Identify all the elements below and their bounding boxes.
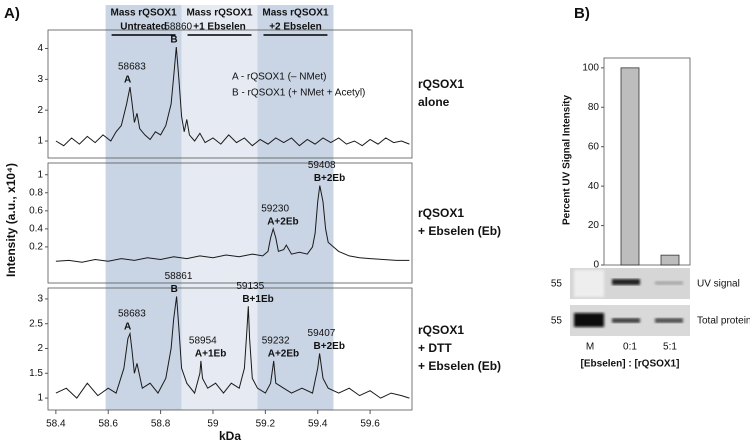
x-tick-label: 58.8	[151, 419, 171, 430]
note: B - rQSOX1 (+ NMet + Acetyl)	[232, 88, 365, 99]
y-tick-label: 1	[37, 136, 43, 147]
peak-mass: 58861	[165, 271, 193, 282]
y-tick-label: 1.5	[29, 368, 43, 379]
lane-label: 5:1	[663, 342, 677, 353]
note: A - rQSOX1 (– NMet)	[232, 72, 326, 83]
gel-band	[574, 313, 604, 327]
mass-region	[257, 5, 334, 410]
gel-band	[612, 279, 640, 285]
peak-label: B+2Eb	[314, 341, 345, 352]
x-axis-label: [Ebselen] : [rQSOX1]	[581, 359, 680, 370]
y-tick-label: 2	[37, 105, 43, 116]
mass-region	[181, 5, 258, 410]
x-tick-label: 59.4	[308, 419, 328, 430]
peak-label: B	[170, 35, 177, 46]
peak-label: A+2Eb	[268, 349, 299, 360]
side-label: rQSOX1	[418, 323, 464, 337]
y-tick-label: 0.4	[29, 224, 43, 235]
gel-row-label: UV signal	[697, 279, 740, 290]
y-tick-label: 20	[588, 220, 600, 231]
gel	[570, 268, 690, 336]
bar	[620, 67, 640, 266]
y-tick-label: 40	[588, 181, 600, 192]
peak-mass: 58683	[118, 308, 146, 319]
x-tick-label: 58.6	[98, 419, 118, 430]
gel-marker: 55	[551, 279, 563, 290]
peak-label: A+1Eb	[195, 349, 226, 360]
x-tick-label: 58.4	[46, 419, 66, 430]
y-tick-label: 3	[37, 74, 43, 85]
y-tick-label: 2.5	[29, 318, 43, 329]
peak-label: A	[124, 75, 131, 86]
side-label: rQSOX1	[418, 206, 464, 220]
y-tick-label: 0	[593, 260, 599, 271]
panel-label: B)	[574, 5, 590, 22]
mass-region	[105, 5, 182, 410]
y-tick-label: 0.2	[29, 242, 43, 253]
peak-mass: 58683	[118, 62, 146, 73]
plot-frame	[47, 162, 413, 284]
side-label: rQSOX1	[418, 77, 464, 91]
y-tick-label: 0.8	[29, 187, 43, 198]
y-axis-label: Percent UV Signal Intensity	[562, 95, 573, 225]
peak-label: B	[171, 284, 178, 295]
backgrounds	[105, 5, 334, 410]
y-tick-label: 80	[588, 102, 600, 113]
plot-frame	[47, 29, 413, 159]
peak-mass: 59135	[236, 281, 264, 292]
gel-band	[574, 270, 604, 297]
lane-label: M	[586, 342, 594, 353]
gel-band	[655, 318, 683, 323]
region-header: +1 Ebselen	[193, 22, 246, 33]
lane-label: 0:1	[623, 342, 637, 353]
panel-label: A)	[4, 5, 20, 22]
y-tick-label: 1	[37, 393, 43, 404]
spectrum	[55, 185, 410, 263]
spectrum	[55, 296, 410, 399]
peak-label: A	[124, 321, 131, 332]
peak-mass: 59407	[308, 328, 336, 339]
x-axis-label: kDa	[219, 429, 241, 443]
side-label: + Ebselen (Eb)	[418, 359, 501, 373]
gel-row-label: Total protein	[697, 316, 750, 327]
peak-mass: 58954	[189, 336, 217, 347]
y-tick-label: 2	[37, 343, 43, 354]
x-tick-label: 59	[207, 419, 219, 430]
y-tick-label: 0.6	[29, 205, 43, 216]
gel-band	[655, 281, 683, 285]
y-tick-label: 100	[582, 62, 599, 73]
y-tick-label: 1	[37, 169, 43, 180]
peak-mass: 59230	[261, 204, 289, 215]
x-tick-label: 59.2	[256, 419, 276, 430]
region-header: Mass rQSOX1	[186, 8, 253, 19]
peak-label: B+1Eb	[242, 294, 273, 305]
side-label: alone	[418, 95, 450, 109]
peak-label: A+2Eb	[267, 217, 298, 228]
region-header: Mass rQSOX1	[262, 8, 329, 19]
y-tick-label: 4	[37, 43, 43, 54]
gel-marker: 55	[551, 316, 563, 327]
side-label: + DTT	[418, 341, 452, 355]
region-header: Mass rQSOX1	[111, 8, 178, 19]
y-axis-label: Intensity (a.u., x10⁴)	[4, 163, 18, 277]
region-header: Untreated	[120, 22, 167, 33]
peak-mass: 59408	[308, 160, 336, 171]
plot-frame	[603, 57, 691, 266]
side-label: + Ebselen (Eb)	[418, 224, 501, 238]
y-tick-label: 3	[37, 294, 43, 305]
spectrum	[55, 46, 410, 147]
peak-mass: 59232	[262, 336, 290, 347]
x-tick-label: 59.6	[360, 419, 380, 430]
peak-mass: 58860	[164, 22, 192, 33]
gel-band	[612, 318, 640, 323]
y-tick-label: 60	[588, 141, 600, 152]
region-header: +2 Ebselen	[269, 22, 322, 33]
peak-label: B+2Eb	[314, 173, 345, 184]
bar	[660, 254, 680, 266]
